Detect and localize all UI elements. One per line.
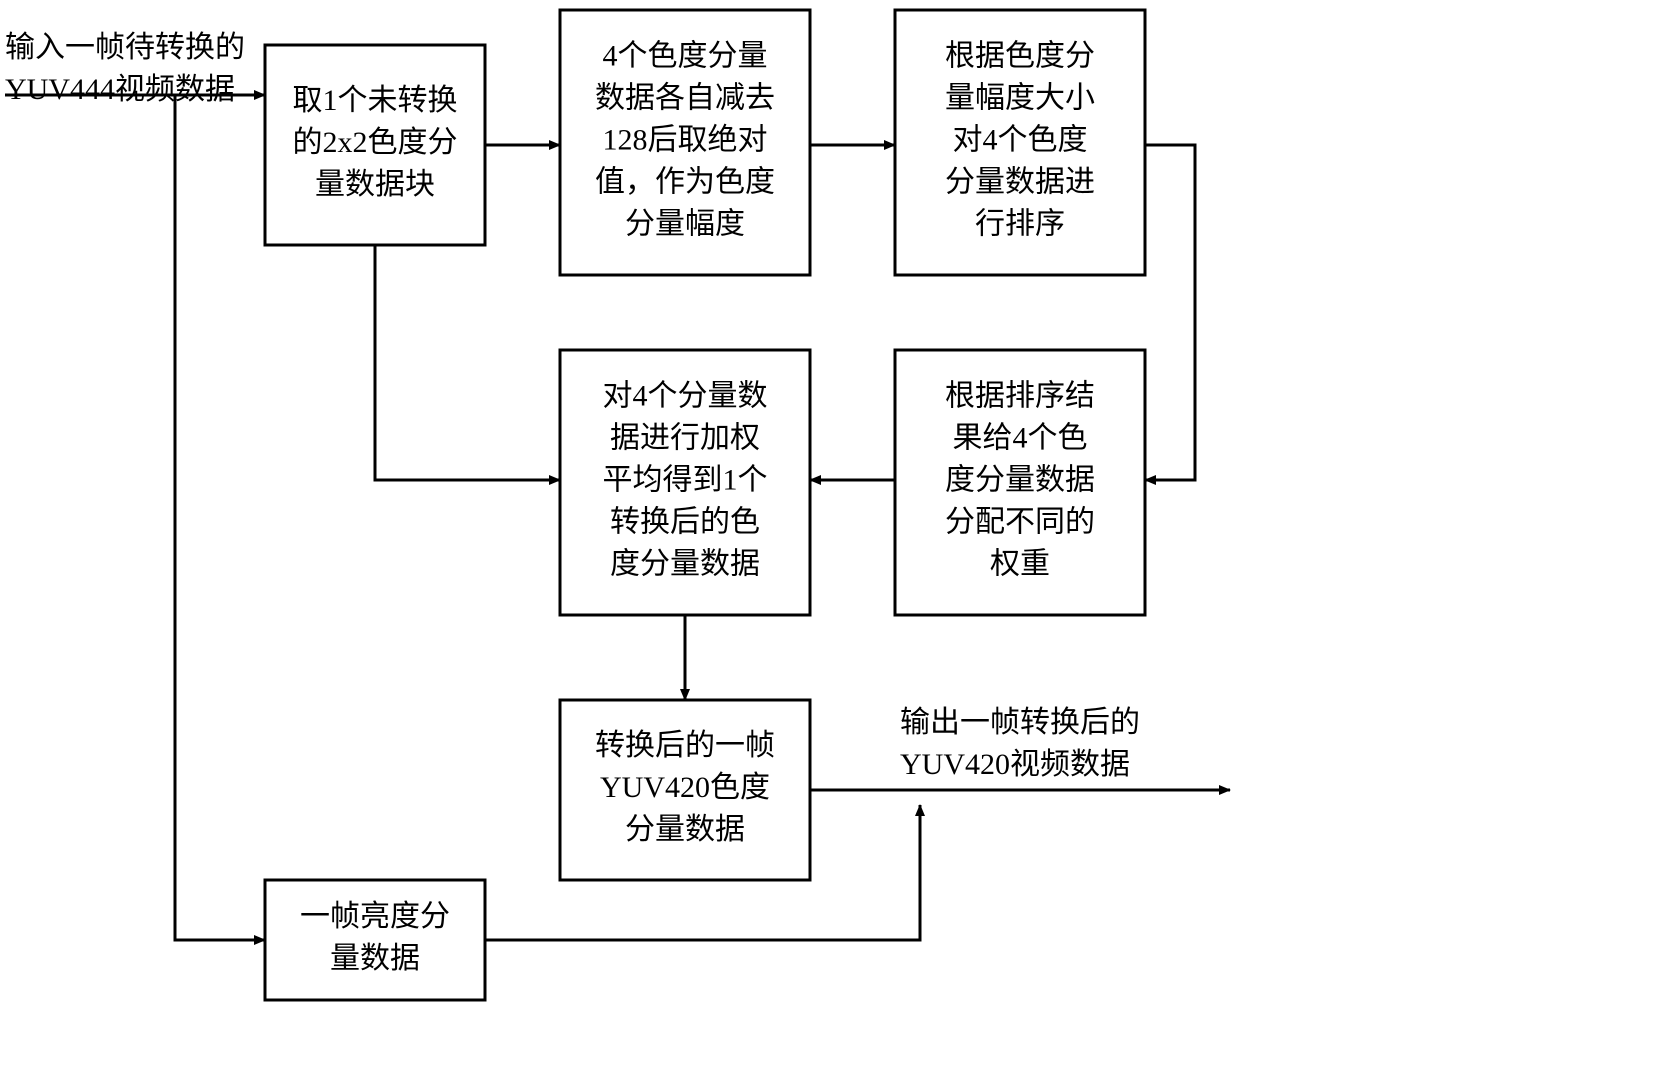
node-b3-line-3: 分量数据进: [945, 165, 1095, 198]
edge: [1145, 145, 1195, 480]
node-b3-line-0: 根据色度分: [945, 39, 1095, 72]
node-b6-line-1: YUV420色度: [600, 771, 770, 804]
node-b3: 根据色度分量幅度大小对4个色度分量数据进行排序: [895, 10, 1145, 275]
node-b7: 一帧亮度分量数据: [265, 880, 485, 1000]
node-b1: 取1个未转换的2x2色度分量数据块: [265, 45, 485, 245]
node-input-line-0: 输入一帧待转换的: [5, 31, 245, 64]
node-b4-line-3: 分配不同的: [945, 505, 1095, 538]
node-b4-line-4: 权重: [990, 547, 1050, 580]
node-b2-line-1: 数据各自减去: [595, 81, 775, 114]
node-b2-line-3: 值，作为色度: [595, 165, 775, 198]
node-b5-line-2: 平均得到1个: [603, 463, 768, 496]
node-b2-line-0: 4个色度分量: [603, 39, 768, 72]
node-b5-line-4: 度分量数据: [610, 547, 760, 580]
node-b3-line-2: 对4个色度: [953, 123, 1088, 156]
node-input: 输入一帧待转换的 YUV444视频数据: [5, 31, 245, 106]
flowchart-canvas: 输入一帧待转换的YUV444视频数据取1个未转换的2x2色度分量数据块4个色度分…: [0, 0, 1666, 1075]
node-b5-line-1: 据进行加权: [610, 421, 760, 454]
node-b2-line-2: 128后取绝对: [603, 123, 768, 156]
node-output: 输出一帧转换后的 YUV420视频数据: [900, 706, 1140, 781]
node-b3-line-1: 量幅度大小: [945, 81, 1095, 114]
edge: [175, 95, 265, 940]
node-b5: 对4个分量数据进行加权平均得到1个转换后的色度分量数据: [560, 350, 810, 615]
node-b7-line-0: 一帧亮度分: [300, 900, 450, 933]
edge: [375, 245, 560, 480]
node-b5-line-0: 对4个分量数: [603, 379, 768, 412]
node-b6-line-0: 转换后的一帧: [595, 729, 775, 762]
node-b5-line-3: 转换后的色: [610, 505, 760, 538]
node-output-line-1: YUV420视频数据: [900, 748, 1130, 781]
node-b4-line-2: 度分量数据: [945, 463, 1095, 496]
node-b2: 4个色度分量数据各自减去 128后取绝对值，作为色度分量幅度: [560, 10, 810, 275]
node-b1-line-0: 取1个未转换: [293, 84, 458, 117]
node-b4: 根据排序结果给4个色度分量数据分配不同的权重: [895, 350, 1145, 615]
node-b7-line-1: 量数据: [330, 942, 420, 975]
node-b1-line-2: 量数据块: [315, 168, 435, 201]
node-b2-line-4: 分量幅度: [625, 207, 745, 240]
node-b6: 转换后的一帧 YUV420色度分量数据: [560, 700, 810, 880]
node-b6-line-2: 分量数据: [625, 813, 745, 846]
node-b4-line-1: 果给4个色: [953, 421, 1088, 454]
node-output-line-0: 输出一帧转换后的: [900, 706, 1140, 739]
node-b1-line-1: 的2x2色度分: [293, 126, 458, 159]
node-b3-line-4: 行排序: [975, 207, 1065, 240]
node-input-line-1: YUV444视频数据: [5, 73, 235, 106]
node-b4-line-0: 根据排序结: [945, 379, 1095, 412]
